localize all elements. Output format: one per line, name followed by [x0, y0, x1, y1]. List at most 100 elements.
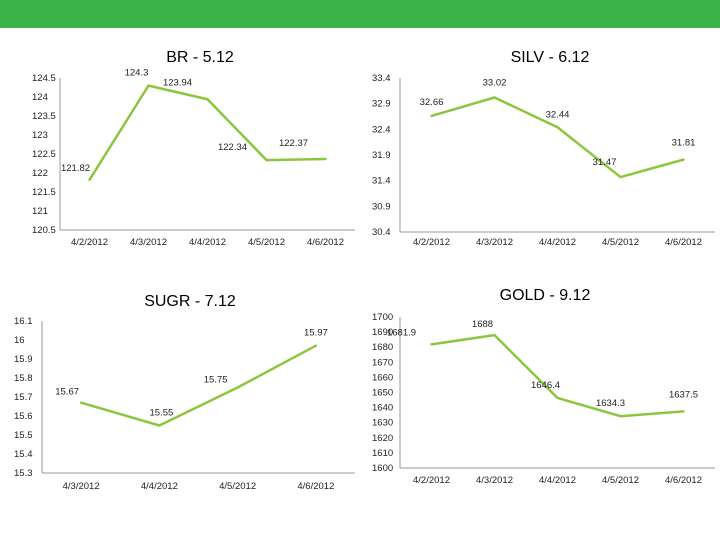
data-label: 123.94 [163, 77, 192, 88]
data-point [682, 410, 685, 413]
y-tick-label: 123 [32, 130, 48, 141]
x-tick-label: 4/4/2012 [189, 237, 226, 248]
data-label: 15.55 [149, 408, 173, 419]
x-tick-label: 4/3/2012 [476, 237, 513, 248]
y-tick-label: 15.4 [14, 449, 33, 460]
data-point [556, 396, 559, 400]
y-tick-label: 15.7 [14, 392, 33, 403]
data-point [147, 84, 150, 87]
x-tick-label: 4/4/2012 [539, 237, 576, 248]
x-tick-label: 4/2/2012 [71, 237, 108, 248]
y-tick-label: 31.9 [372, 150, 391, 161]
x-tick-label: 4/5/2012 [602, 237, 639, 248]
data-label: 1681.9 [387, 327, 416, 338]
y-tick-label: 16.1 [14, 316, 33, 327]
data-point [79, 401, 83, 404]
y-tick-label: 120.5 [32, 225, 56, 236]
data-label: 122.34 [218, 142, 247, 153]
x-tick-label: 4/5/2012 [602, 475, 639, 486]
data-label: 1637.5 [669, 389, 698, 400]
data-point [88, 178, 91, 182]
data-point [430, 114, 433, 118]
data-point [206, 98, 209, 101]
y-tick-label: 32.4 [372, 124, 391, 135]
y-tick-label: 15.9 [14, 354, 33, 365]
x-tick-label: 4/3/2012 [130, 237, 167, 248]
x-tick-label: 4/3/2012 [476, 475, 513, 486]
data-point [236, 386, 239, 389]
chart-sugr: SUGR - 7.12 16.1 16 15.9 15.8 15.7 15.6 15.5 15.… [14, 293, 355, 492]
data-label: 124.3 [125, 68, 149, 79]
y-tick-label: 30.9 [372, 201, 391, 212]
y-tick-label: 33.4 [372, 73, 391, 84]
chart-silv: SILV - 6.12 33.4 32.9 32.4 31.9 31.4 30.9 30.4 4… [372, 49, 715, 248]
y-tick-label: 122.5 [32, 149, 56, 160]
x-tick-label: 4/5/2012 [219, 481, 256, 492]
y-tick-label: 30.4 [372, 227, 391, 238]
y-tick-label: 1650 [372, 388, 393, 399]
x-tick-label: 4/6/2012 [665, 237, 702, 248]
y-tick-label: 1640 [372, 403, 393, 414]
data-point [265, 158, 268, 162]
data-label: 15.75 [204, 375, 228, 386]
series-line [80, 344, 317, 427]
data-point [493, 96, 496, 99]
chart-br: BR - 5.12 124.5 124 123.5 123 122.5 122 121.5 12… [32, 49, 355, 248]
y-tick-label: 121.5 [32, 187, 56, 198]
chart-gold: GOLD - 9.12 1700 1690 1680 1670 1660 1650 1640 1… [372, 287, 715, 486]
x-tick-label: 4/6/2012 [665, 475, 702, 486]
y-tick-label: 1620 [372, 433, 393, 444]
y-tick-label: 1660 [372, 372, 393, 383]
y-tick-label: 1680 [372, 342, 393, 353]
data-label: 1688 [472, 319, 493, 330]
y-tick-label: 1670 [372, 357, 393, 368]
y-tick-label: 31.4 [372, 176, 391, 187]
data-label: 31.81 [672, 138, 696, 149]
y-tick-label: 15.3 [14, 468, 33, 479]
data-point [324, 157, 327, 161]
data-point [158, 424, 161, 427]
data-label: 31.47 [593, 157, 617, 168]
y-tick-label: 124 [32, 92, 48, 103]
data-point [619, 175, 622, 179]
data-label: 32.44 [546, 109, 570, 120]
y-tick-label: 15.6 [14, 411, 33, 422]
data-label: 15.97 [304, 328, 328, 339]
y-tick-label: 1610 [372, 448, 393, 459]
x-tick-label: 4/6/2012 [307, 237, 344, 248]
data-point [430, 343, 433, 346]
data-point [556, 126, 559, 129]
x-tick-label: 4/2/2012 [413, 475, 450, 486]
data-label: 1646.4 [531, 380, 560, 391]
data-label: 15.67 [55, 387, 79, 398]
x-tick-label: 4/5/2012 [248, 237, 285, 248]
data-point [493, 333, 496, 337]
y-tick-label: 123.5 [32, 111, 56, 122]
x-tick-label: 4/4/2012 [539, 475, 576, 486]
chart-title: BR - 5.12 [166, 49, 234, 66]
y-tick-label: 1700 [372, 312, 393, 323]
chart-title: SILV - 6.12 [511, 49, 590, 66]
data-point [314, 344, 318, 347]
y-tick-label: 15.8 [14, 373, 33, 384]
x-tick-label: 4/3/2012 [63, 481, 100, 492]
y-tick-label: 1690 [372, 327, 393, 338]
y-tick-label: 122 [32, 168, 48, 179]
x-tick-label: 4/2/2012 [413, 237, 450, 248]
y-tick-label: 124.5 [32, 73, 56, 84]
x-tick-label: 4/6/2012 [297, 481, 334, 492]
y-tick-label: 1600 [372, 463, 393, 474]
y-tick-label: 16 [14, 335, 25, 346]
y-tick-label: 121 [32, 206, 48, 217]
data-label: 121.82 [61, 163, 90, 174]
y-tick-label: 1630 [372, 418, 393, 429]
data-label: 122.37 [279, 138, 308, 149]
data-label: 32.66 [420, 97, 444, 108]
top-accent-bar [0, 0, 720, 28]
data-point [619, 415, 622, 418]
x-tick-label: 4/4/2012 [141, 481, 178, 492]
y-tick-label: 15.5 [14, 430, 33, 441]
data-point [682, 158, 685, 161]
y-tick-label: 32.9 [372, 99, 391, 110]
chart-title: SUGR - 7.12 [144, 293, 236, 310]
